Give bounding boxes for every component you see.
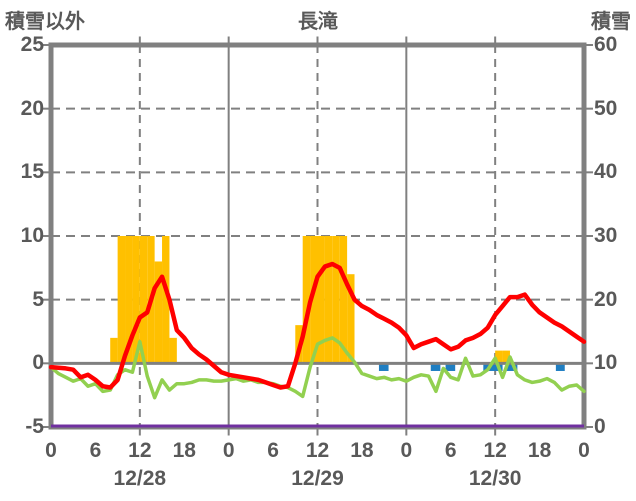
day-label: 12/30 [468, 467, 522, 490]
day-label: 12/28 [113, 467, 167, 490]
orange-bar [154, 261, 163, 364]
x-axis-tick-label: 6 [89, 439, 102, 462]
orange-bar [302, 236, 311, 364]
orange-bar [317, 236, 325, 364]
right-axis-title: 積雪 [591, 11, 631, 33]
orange-bar [347, 274, 355, 364]
red-line [48, 261, 587, 390]
orange-bar [110, 337, 118, 364]
blue-bar [555, 363, 565, 371]
x-axis-tick-label: 0 [400, 439, 413, 462]
orange-bar [169, 337, 177, 364]
day-label: 12/29 [291, 467, 344, 490]
green-line [49, 336, 586, 400]
left-axis-tick-label: 15 [20, 160, 44, 184]
x-axis-tick-label: 12 [483, 439, 507, 462]
blue-bar [378, 363, 389, 371]
orange-bar [324, 236, 333, 364]
right-axis-tick-label: 30 [594, 224, 618, 247]
left-axis-title: 積雪以外 [5, 11, 85, 33]
blue-bar [505, 363, 518, 371]
x-axis-tick-label: 0 [45, 439, 57, 462]
orange-bar [502, 350, 510, 364]
x-axis-tick-label: 18 [350, 439, 374, 462]
left-axis-tick-label: 20 [20, 96, 44, 120]
orange-bar [339, 236, 348, 364]
x-axis-tick-label: 12 [305, 439, 330, 462]
right-axis-tick-label: 10 [594, 351, 618, 375]
x-axis-tick-label: 0 [578, 439, 590, 462]
left-axis-tick-label: 10 [20, 224, 44, 247]
orange-bar [162, 236, 170, 364]
x-axis-tick-label: 0 [222, 439, 235, 462]
right-axis-tick-label: 60 [594, 33, 618, 56]
blue-bar [430, 363, 441, 371]
right-axis-tick-label: 20 [594, 287, 618, 311]
left-axis-tick-label: -5 [25, 415, 44, 438]
x-axis-tick-label: 12 [128, 439, 152, 462]
right-axis-tick-label: 50 [594, 96, 618, 120]
left-axis-tick-label: 5 [32, 287, 44, 311]
x-axis-tick-label: 6 [267, 439, 279, 462]
orange-bar [310, 236, 318, 364]
left-axis-tick-label: 25 [20, 33, 44, 56]
orange-bar [139, 236, 148, 364]
right-axis-tick-label: 0 [594, 415, 606, 438]
right-axis-tick-label: 40 [594, 160, 618, 184]
orange-bar [132, 236, 140, 364]
x-axis-tick-label: 18 [172, 439, 196, 462]
x-axis-tick-label: 18 [527, 439, 552, 462]
left-axis-tick-label: 0 [32, 351, 44, 375]
orange-bar [495, 350, 503, 364]
chart-title: 長滝 [298, 11, 338, 33]
blue-bar [483, 363, 503, 371]
x-axis-tick-label: 6 [444, 439, 457, 462]
orange-bar [125, 236, 133, 364]
orange-bar [332, 236, 340, 364]
orange-bar [117, 236, 126, 364]
blue-bar [445, 363, 456, 371]
